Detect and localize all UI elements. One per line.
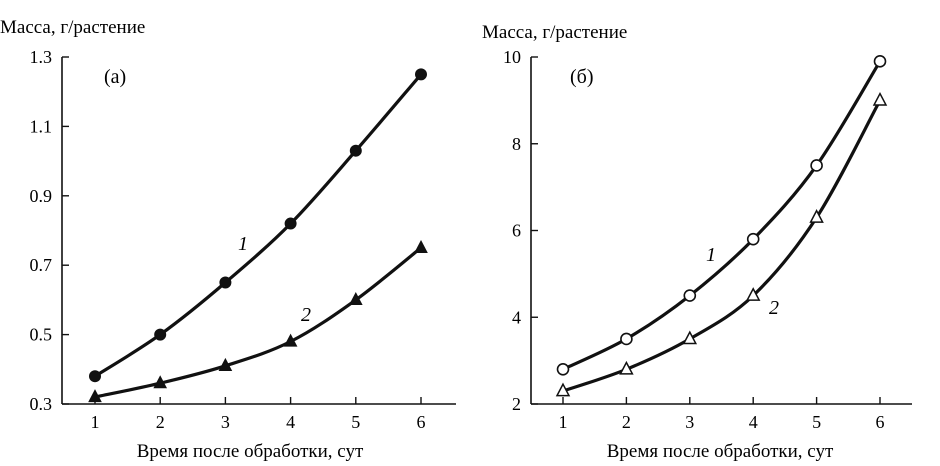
x-tick-label: 3 [221,412,230,432]
x-axis-label: Время после обработки, сут [607,441,834,462]
series-1-point [284,217,297,230]
series-1-point [873,55,887,68]
x-tick-label: 5 [351,412,360,432]
x-axis-label: Время после обработки, сут [137,441,364,462]
series-2-point [619,360,634,375]
series-2-point [218,357,233,371]
x-tick-label: 4 [286,412,295,432]
series-1-line [561,59,882,371]
series-2-label: 2 [301,304,311,326]
y-tick-label: 4 [512,307,521,327]
series-1-point [219,276,232,289]
x-tick-label: 6 [417,412,426,432]
series-1-point [89,370,101,383]
series-1-label: 1 [706,244,716,266]
series-2-point [682,330,698,345]
series-2-point [88,389,102,403]
x-tick-label: 2 [156,412,165,432]
series-2-point [414,239,428,253]
series-1-line [93,72,423,378]
series-1-point [556,362,570,376]
y-tick-label: 6 [512,221,521,241]
panel-label: (а) [104,66,126,88]
series-1-label: 1 [238,233,248,255]
y-tick-label: 0.9 [30,186,53,206]
series-1-point [415,68,427,81]
y-tick-label: 2 [512,394,521,414]
x-tick-label: 4 [749,412,758,432]
series-2-point [283,333,298,347]
y-tick-label: 1.1 [30,116,53,136]
series-2-label: 2 [769,297,779,319]
y-tick-label: 0.3 [30,394,53,414]
y-tick-label: 0.7 [30,255,53,275]
x-tick-label: 2 [622,412,631,432]
series-2-line [93,246,423,399]
x-tick-label: 3 [685,412,694,432]
chart-panel-1: Масса, г/растение (а) Время после обработк… [0,17,456,462]
y-tick-label: 10 [503,47,521,67]
y-tick-label: 0.5 [30,325,53,345]
y-tick-label: 1.3 [30,47,53,67]
x-tick-label: 6 [876,412,885,432]
series-1-point [810,159,823,172]
series-2-point [153,375,168,389]
series-1-point [620,332,633,346]
panel-label: (б) [570,66,594,88]
series-1-point [683,289,697,302]
series-2-point [348,292,363,306]
x-tick-label: 1 [91,412,100,432]
series-1-point [746,232,760,246]
y-tick-label: 8 [512,134,521,154]
series-2-point [872,91,888,106]
series-1-point [154,328,167,341]
chart-panel-2: Масса, г/растение (б) Время после обработк… [482,22,912,462]
chart-title: Масса, г/растение [0,17,145,38]
series-2-point [555,382,571,397]
x-tick-label: 5 [812,412,821,432]
series-2-point [745,287,761,301]
chart-title: Масса, г/растение [482,22,627,43]
series-2-point [809,209,824,223]
series-1-point [349,144,362,157]
x-tick-label: 1 [559,412,568,432]
